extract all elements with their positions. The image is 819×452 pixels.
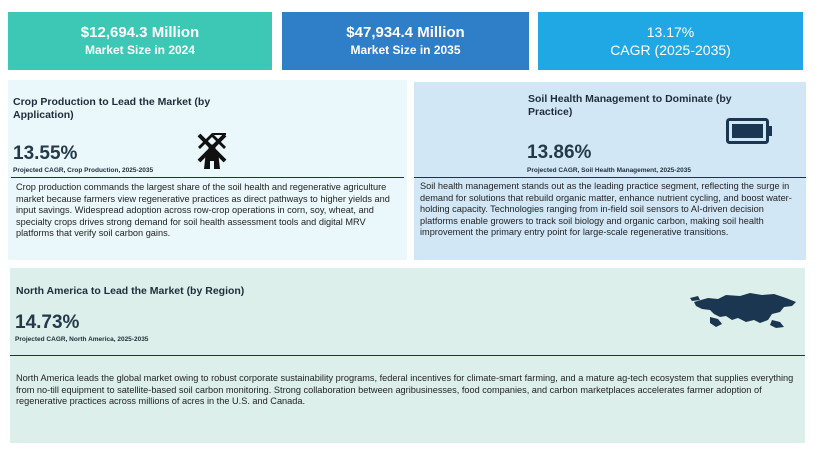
kpi-market-size-2024: $12,694.3 Million Market Size in 2024 xyxy=(8,12,272,70)
divider xyxy=(11,177,404,178)
region-stat-label: Projected CAGR, North America, 2025-2035 xyxy=(15,336,149,343)
kpi-value: $47,934.4 Million xyxy=(346,24,465,41)
battery-icon xyxy=(726,118,774,151)
practice-card: Soil Health Management to Dominate (by P… xyxy=(414,82,806,260)
application-heading: Crop Production to Lead the Market (by A… xyxy=(13,96,211,121)
kpi-label: Market Size in 2024 xyxy=(84,43,196,57)
application-stat-label: Projected CAGR, Crop Production, 2025-20… xyxy=(13,167,154,174)
kpi-label: Market Size in 2035 xyxy=(350,43,461,57)
application-card: Crop Production to Lead the Market (by A… xyxy=(8,80,407,260)
kpi-value: 13.17% xyxy=(646,24,695,40)
kpi-market-size-2035: $47,934.4 Million Market Size in 2035 xyxy=(282,12,529,70)
practice-body: Soil health management stands out as the… xyxy=(420,181,792,238)
practice-stat-label: Projected CAGR, Soil Health Management, … xyxy=(527,167,691,174)
map-icon xyxy=(688,290,800,335)
region-body: North America leads the global market ow… xyxy=(16,373,794,407)
application-body: Crop production commands the largest sha… xyxy=(16,182,390,239)
windmill-icon xyxy=(195,131,229,176)
divider xyxy=(414,177,806,178)
practice-stat: 13.86% xyxy=(527,142,592,163)
divider xyxy=(10,355,805,356)
region-card: North America to Lead the Market (by Reg… xyxy=(10,268,805,443)
practice-heading: Soil Health Management to Dominate (by P… xyxy=(528,93,732,118)
application-stat: 13.55% xyxy=(13,143,78,164)
region-heading: North America to Lead the Market (by Reg… xyxy=(16,285,245,297)
region-stat: 14.73% xyxy=(15,312,80,333)
kpi-value: $12,694.3 Million xyxy=(80,24,200,41)
kpi-cagr: 13.17% CAGR (2025-2035) xyxy=(538,12,803,70)
kpi-label: CAGR (2025-2035) xyxy=(610,42,731,58)
